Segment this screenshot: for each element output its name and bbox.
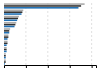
bar <box>4 3 85 5</box>
bar <box>4 16 19 18</box>
bar <box>4 47 7 49</box>
tick-mark <box>70 65 71 68</box>
series <box>4 3 85 61</box>
axis-line <box>5 66 97 69</box>
bar <box>4 28 10 30</box>
bar <box>4 49 7 51</box>
tick-mark <box>48 65 49 68</box>
bar <box>4 51 7 53</box>
tick <box>92 65 93 68</box>
bar <box>4 61 6 63</box>
bar <box>4 10 23 12</box>
grid <box>26 3 92 65</box>
series <box>4 5 81 63</box>
bar <box>4 18 18 20</box>
bar <box>4 57 6 59</box>
bar <box>4 34 8 36</box>
bar <box>4 5 81 7</box>
bar <box>4 30 9 32</box>
bar <box>4 24 15 26</box>
series <box>4 7 78 65</box>
bar <box>4 43 8 45</box>
bar <box>4 11 22 13</box>
bar <box>4 38 8 40</box>
grid-line <box>47 3 48 65</box>
plot <box>4 3 97 68</box>
bars <box>4 3 85 64</box>
bar <box>4 41 8 43</box>
bar <box>4 59 6 61</box>
bar <box>4 19 17 21</box>
bar <box>4 44 7 46</box>
tick-mark <box>92 65 93 68</box>
grid-line <box>25 3 26 65</box>
grid-line <box>91 3 92 65</box>
tick <box>70 65 71 68</box>
bar <box>4 36 8 38</box>
bar <box>4 13 22 15</box>
tick-mark <box>26 65 27 68</box>
bar <box>4 63 5 65</box>
bar <box>4 32 9 34</box>
bar <box>4 55 6 57</box>
tick <box>48 65 49 68</box>
tick <box>26 65 27 68</box>
bar <box>4 22 16 24</box>
x-axis <box>5 65 97 68</box>
bar <box>4 26 15 28</box>
chart <box>0 0 100 71</box>
grid-line <box>69 3 70 65</box>
bar <box>4 7 78 9</box>
bar <box>4 53 6 55</box>
